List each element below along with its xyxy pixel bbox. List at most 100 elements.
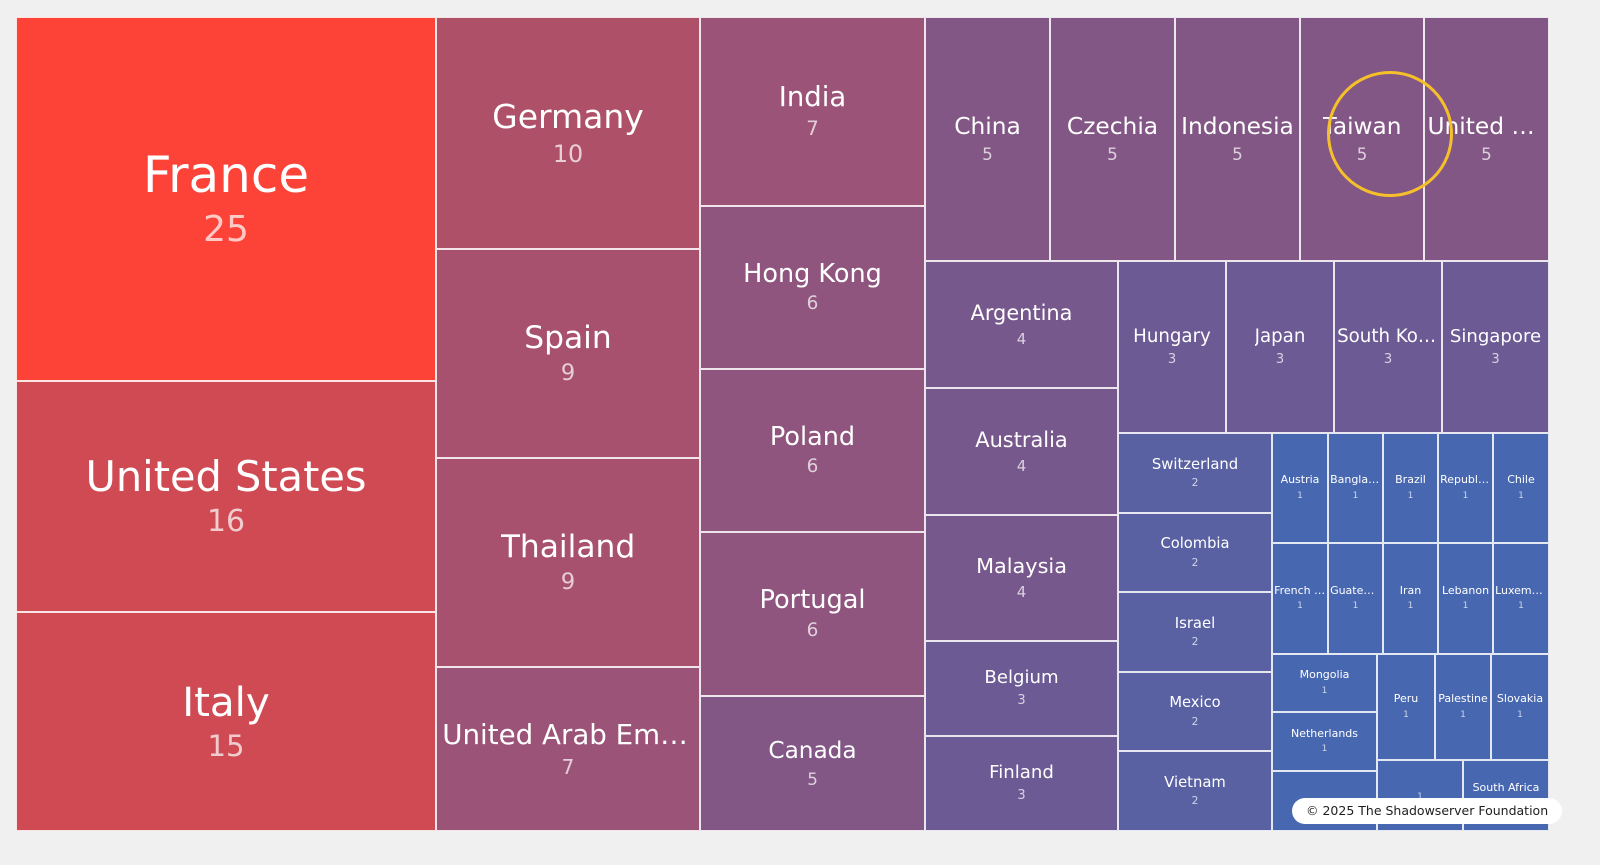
tile-value: 2 [1191,635,1199,649]
tile-label: Belgium [984,668,1059,689]
tile-label: Iran [1399,584,1422,597]
tile-vietnam[interactable]: Vietnam 2 [1118,751,1272,831]
tile-value: 3 [1167,351,1177,367]
tile-lebanon[interactable]: Lebanon 1 [1438,543,1493,654]
tile-value: 4 [1016,329,1027,348]
tile-label: French Polynesia [1274,584,1326,597]
tile-taiwan[interactable]: Taiwan 5 [1300,17,1424,261]
tile-label: Thailand [500,529,636,565]
tile-label: Finland [989,763,1054,784]
tile-value: 5 [1356,144,1368,165]
tile-french-polynesia[interactable]: French Polynesia 1 [1272,543,1328,654]
tile-label: China [954,113,1021,140]
tile-germany[interactable]: Germany 10 [436,17,700,249]
tile-colombia[interactable]: Colombia 2 [1118,513,1272,592]
tile-mexico[interactable]: Mexico 2 [1118,672,1272,751]
tile-guatemala[interactable]: Guatemala 1 [1328,543,1383,654]
tile-japan[interactable]: Japan 3 [1226,261,1334,433]
tile-label: Austria [1280,474,1320,487]
tile-brazil[interactable]: Brazil 1 [1383,433,1438,543]
tile-italy[interactable]: Italy 15 [16,612,436,831]
tile-chile[interactable]: Chile 1 [1493,433,1549,543]
tile-label: Czechia [1066,113,1159,140]
tile-malaysia[interactable]: Malaysia 4 [925,515,1118,641]
tile-label: Japan [1254,326,1306,347]
tile-value: 1 [1518,490,1524,501]
tile-label: Guatemala [1330,584,1381,597]
tile-bangladesh[interactable]: Bangladesh 1 [1328,433,1383,543]
tile-label: Mongolia [1299,669,1350,682]
tile-switzerland[interactable]: Switzerland 2 [1118,433,1272,513]
tile-value: 16 [206,504,246,540]
tile-value: 1 [1417,792,1423,803]
tile-label: Portugal [759,586,866,616]
tile-indonesia[interactable]: Indonesia 5 [1175,17,1300,261]
tile-iran[interactable]: Iran 1 [1383,543,1438,654]
tile-value: 2 [1191,794,1199,808]
tile-label: Poland [769,422,856,452]
tile-spain[interactable]: Spain 9 [436,249,700,458]
tile-label: Indonesia [1181,113,1294,140]
tile-israel[interactable]: Israel 2 [1118,592,1272,672]
tile-label: United Kingdom [1427,113,1546,140]
tile-singapore[interactable]: Singapore 3 [1442,261,1549,433]
tile-label: United Arab Emirates [442,719,694,751]
tile-label: Italy [182,678,270,726]
tile-united-kingdom[interactable]: United Kingdom 5 [1424,17,1549,261]
tile-slovakia[interactable]: Slovakia 1 [1491,654,1549,760]
tile-label: South Africa [1472,781,1540,794]
tile-mongolia[interactable]: Mongolia 1 [1272,654,1377,712]
tile-value: 6 [806,293,819,315]
tile-value: 3 [1275,351,1285,367]
tile-value: 10 [552,139,584,168]
tile-republic-of-moldova[interactable]: Republic of Moldova 1 [1438,433,1493,543]
tile-value: 1 [1462,601,1469,612]
tile-value: 1 [1460,709,1466,720]
tile-belgium[interactable]: Belgium 3 [925,641,1118,736]
tile-netherlands[interactable]: Netherlands 1 [1272,712,1377,771]
tile-south-korea[interactable]: South Korea 3 [1334,261,1442,433]
tile-value: 2 [1191,556,1199,569]
tile-palestine[interactable]: Palestine 1 [1435,654,1491,760]
tile-value: 5 [1232,144,1243,165]
tile-value: 4 [1016,456,1027,475]
tile-austria[interactable]: Austria 1 [1272,433,1328,543]
tile-united-arab-emirates[interactable]: United Arab Emirates 7 [436,667,700,831]
tile-france[interactable]: France 25 [16,17,436,381]
tile-value: 1 [1352,601,1359,612]
tile-poland[interactable]: Poland 6 [700,369,925,532]
tile-label: Israel [1174,615,1216,633]
tile-india[interactable]: India 7 [700,17,925,206]
tile-czechia[interactable]: Czechia 5 [1050,17,1175,261]
tile-australia[interactable]: Australia 4 [925,388,1118,515]
tile-peru[interactable]: Peru 1 [1377,654,1435,760]
tile-finland[interactable]: Finland 3 [925,736,1118,831]
tile-label: Lebanon [1441,584,1490,597]
tile-luxembourg[interactable]: Luxembourg 1 [1493,543,1549,654]
tile-label: Mexico [1169,694,1221,711]
tile-label: Australia [975,428,1068,453]
tile-label: Slovakia [1496,693,1544,706]
tile-label: Hong Kong [743,259,882,289]
tile-value: 1 [1407,601,1414,612]
tile-value: 3 [1491,351,1500,367]
tile-hungary[interactable]: Hungary 3 [1118,261,1226,433]
tile-value: 1 [1297,490,1303,501]
tile-value: 7 [561,754,575,779]
tile-china[interactable]: China 5 [925,17,1050,261]
tile-label: South Korea [1337,326,1439,347]
tile-label: Bangladesh [1330,474,1381,487]
tile-label: Switzerland [1151,456,1239,474]
tile-value: 25 [203,209,249,251]
tile-canada[interactable]: Canada 5 [700,696,925,831]
tile-label: Vietnam [1164,774,1226,792]
tile-value: 7 [806,117,819,141]
tile-united-states[interactable]: United States 16 [16,381,436,612]
tile-portugal[interactable]: Portugal 6 [700,532,925,696]
tile-value: 15 [207,729,245,764]
tile-value: 3 [1017,693,1026,709]
tile-hong-kong[interactable]: Hong Kong 6 [700,206,925,369]
tile-thailand[interactable]: Thailand 9 [436,458,700,667]
tile-value: 1 [1352,490,1359,501]
tile-argentina[interactable]: Argentina 4 [925,261,1118,388]
